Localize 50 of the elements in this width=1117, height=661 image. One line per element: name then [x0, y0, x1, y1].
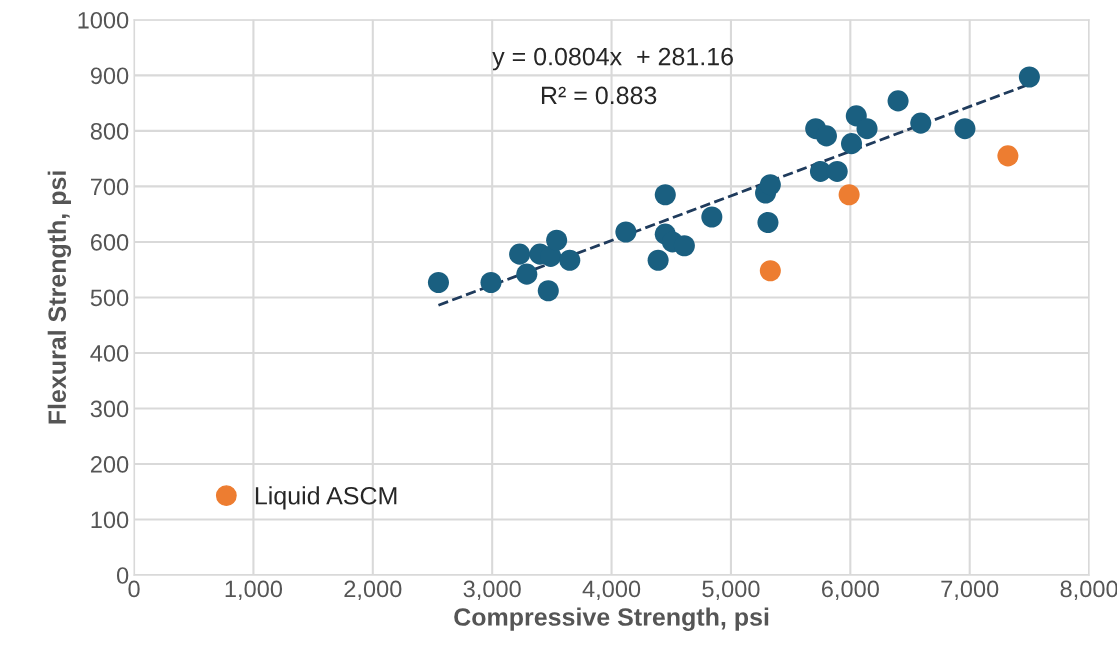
y-tick-label: 900	[90, 67, 129, 85]
point	[701, 206, 723, 228]
x-tick-label: 4,000	[582, 580, 641, 601]
x-tick-label: 3,000	[463, 580, 521, 601]
point	[840, 133, 863, 155]
annotation: R² = 0.883	[541, 86, 657, 105]
x-axis-title: Compressive Strength, psi	[454, 607, 769, 631]
y-tick-label: 400	[90, 345, 129, 362]
point	[480, 271, 502, 293]
y-tick-label: 300	[90, 400, 129, 418]
point	[673, 235, 695, 257]
point	[615, 221, 637, 243]
point	[759, 260, 781, 282]
point	[815, 125, 837, 147]
y-tick-label: 500	[90, 289, 129, 307]
legend-label: Liquid ASCM	[255, 486, 397, 510]
x-tick-label: 8,000	[1060, 580, 1117, 601]
point	[887, 90, 909, 112]
x-tick-label: 6,000	[821, 580, 879, 601]
point	[838, 184, 860, 206]
y-tick-label: 200	[90, 456, 129, 473]
point	[856, 118, 878, 140]
point	[826, 160, 848, 182]
x-tick-label: 5,000	[702, 580, 760, 601]
annotation: y = 0.0804x + 281.16	[492, 47, 733, 71]
x-tick-label: 2,000	[344, 580, 402, 601]
y-tick-label: 800	[90, 122, 129, 140]
y-tick-label: 600	[90, 233, 129, 251]
point	[516, 263, 538, 285]
x-tick-label: 0	[128, 580, 140, 598]
point	[509, 243, 531, 265]
x-tick-label: 7,000	[941, 580, 999, 601]
point	[654, 184, 676, 206]
point	[427, 271, 449, 293]
y-tick-label: 1000	[78, 11, 129, 29]
point	[559, 249, 581, 271]
point	[1018, 66, 1040, 88]
point	[537, 280, 559, 302]
y-tick-label: 100	[91, 511, 129, 529]
y-axis-title: Flexural Strength, psi	[47, 171, 72, 424]
point	[954, 118, 976, 140]
y-tick-label: 700	[91, 178, 129, 196]
y-tick-label: 0	[116, 567, 129, 584]
x-tick-label: 1,000	[225, 580, 283, 601]
point	[910, 112, 932, 134]
point	[546, 229, 568, 251]
point	[759, 174, 781, 196]
point	[997, 145, 1019, 167]
point	[757, 211, 779, 234]
point	[647, 249, 669, 271]
